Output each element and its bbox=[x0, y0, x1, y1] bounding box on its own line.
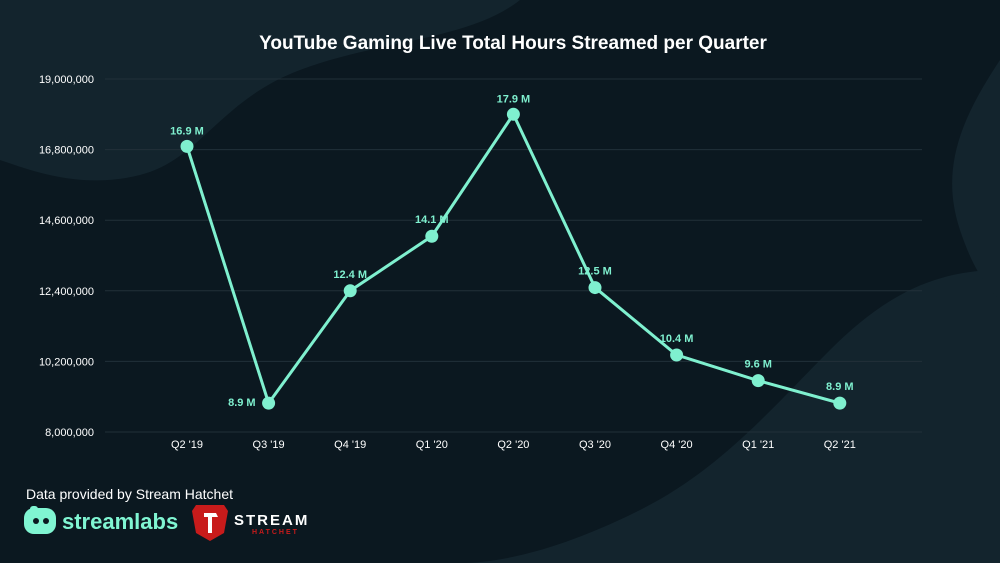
data-label: 12.5 M bbox=[578, 266, 612, 278]
bg-shape-right bbox=[952, 60, 1000, 300]
y-axis-ticks: 8,000,000 10,200,000 12,400,000 14,600,000 1… bbox=[39, 74, 94, 439]
bg-shape-bottom-right bbox=[460, 270, 1000, 563]
y-tick-label: 8,000,000 bbox=[45, 427, 94, 439]
data-point bbox=[425, 229, 439, 243]
data-point bbox=[833, 396, 847, 410]
x-tick-label: Q2 '19 bbox=[171, 439, 203, 451]
data-point bbox=[588, 281, 602, 295]
series-line bbox=[185, 112, 841, 405]
y-tick-label: 19,000,000 bbox=[39, 74, 94, 86]
x-axis-ticks: Q2 '19 Q3 '19 Q4 '19 Q1 '20 Q2 '20 Q3 '20 Q4 '… bbox=[171, 439, 856, 451]
y-tick-label: 12,400,000 bbox=[39, 286, 94, 298]
grid-lines bbox=[105, 78, 922, 433]
data-label: 14.1 M bbox=[415, 214, 449, 226]
data-label: 8.9 M bbox=[826, 381, 854, 393]
y-tick-label: 10,200,000 bbox=[39, 356, 94, 368]
y-tick-label: 14,600,000 bbox=[39, 215, 94, 227]
data-label: 16.9 M bbox=[170, 125, 204, 137]
x-tick-label: Q3 '20 bbox=[579, 439, 611, 451]
data-label: 9.6 M bbox=[744, 359, 772, 371]
data-credit: Data provided by Stream Hatchet bbox=[26, 486, 233, 502]
x-tick-label: Q3 '19 bbox=[253, 439, 285, 451]
streamlabs-logo-text: streamlabs bbox=[62, 509, 178, 534]
chart-title: YouTube Gaming Live Total Hours Streamed… bbox=[259, 33, 767, 54]
data-point bbox=[751, 374, 765, 388]
data-point bbox=[262, 396, 276, 410]
data-label: 10.4 M bbox=[660, 333, 694, 345]
data-label: 17.9 M bbox=[497, 93, 531, 105]
x-tick-label: Q4 '19 bbox=[334, 439, 366, 451]
series-line-path bbox=[185, 112, 841, 405]
y-tick-label: 16,800,000 bbox=[39, 145, 94, 157]
series-points bbox=[180, 107, 847, 410]
data-point bbox=[343, 284, 357, 298]
x-tick-label: Q2 '21 bbox=[824, 439, 856, 451]
data-labels: 16.9 M 8.9 M 12.4 M 14.1 M 17.9 M 12.5 M 10.4 … bbox=[170, 93, 853, 409]
data-point bbox=[180, 139, 194, 153]
bg-shape-top-left bbox=[0, 0, 520, 181]
data-label: 12.4 M bbox=[333, 269, 367, 281]
stream-hatchet-logo: STREAM HATCHET bbox=[192, 505, 309, 541]
stream-hatchet-line1: STREAM bbox=[234, 512, 309, 529]
data-point bbox=[670, 348, 684, 362]
data-point bbox=[506, 107, 520, 121]
x-tick-label: Q4 '20 bbox=[661, 439, 693, 451]
streamlabs-mascot-icon bbox=[24, 506, 56, 534]
x-tick-label: Q1 '20 bbox=[416, 439, 448, 451]
x-tick-label: Q2 '20 bbox=[497, 439, 529, 451]
x-tick-label: Q1 '21 bbox=[742, 439, 774, 451]
stream-hatchet-line2: HATCHET bbox=[252, 529, 299, 536]
hatchet-shield-icon bbox=[192, 505, 228, 541]
streamlabs-logo: streamlabs bbox=[24, 506, 178, 534]
data-label: 8.9 M bbox=[228, 397, 256, 409]
